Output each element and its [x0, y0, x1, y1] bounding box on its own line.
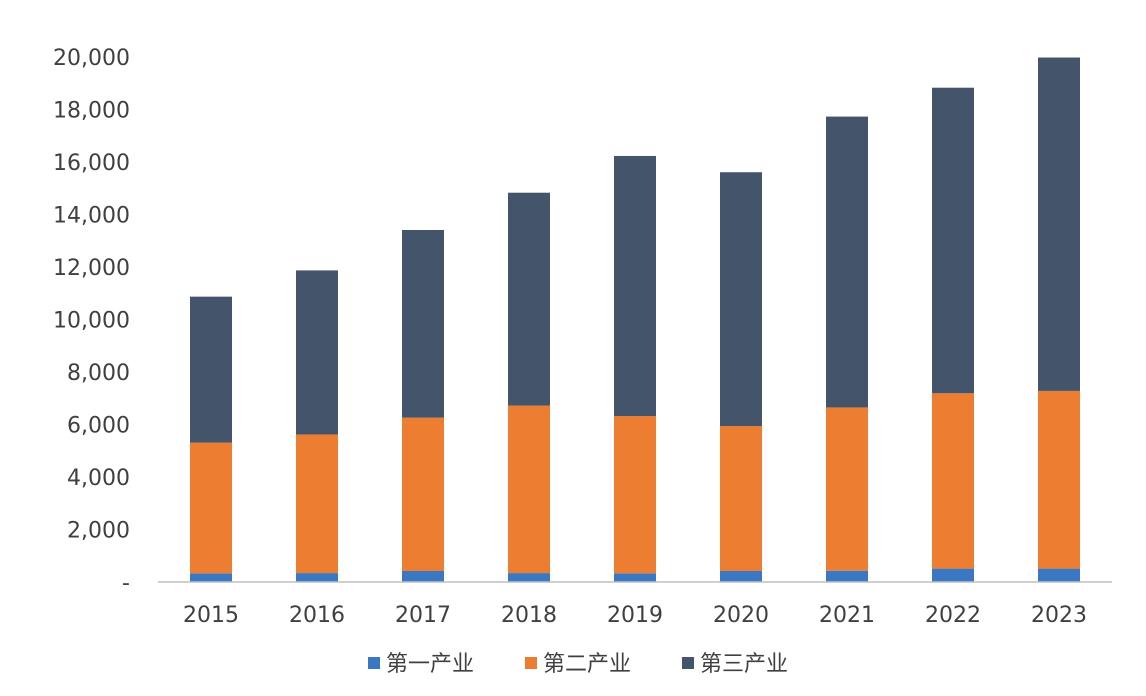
y-tick-label: 14,000	[53, 204, 130, 229]
legend-label: 第一产业	[386, 652, 474, 677]
x-tick-label: 2019	[607, 603, 663, 628]
bar-segment-2021-series-2	[826, 407, 868, 571]
bar-segment-2017-series-3	[402, 229, 444, 418]
x-tick-label: 2022	[925, 603, 981, 628]
bar-segment-2022-series-3	[932, 87, 974, 394]
bar-segment-2015-series-3	[190, 296, 232, 443]
bar-segment-2015-series-2	[190, 442, 232, 574]
y-tick-label: 12,000	[53, 256, 130, 281]
legend-label: 第三产业	[700, 652, 788, 677]
y-tick-label: 4,000	[67, 466, 130, 491]
bar-segment-2019-series-2	[614, 416, 656, 574]
x-tick-label: 2018	[501, 603, 557, 628]
x-tick-label: 2016	[289, 603, 345, 628]
x-tick-label: 2015	[183, 603, 239, 628]
bar-segment-2015-series-1	[190, 573, 232, 582]
bar-segment-2022-series-1	[932, 568, 974, 582]
bar-segment-2022-series-2	[932, 393, 974, 569]
bar-segment-2023-series-3	[1038, 57, 1080, 391]
bar-segment-2016-series-2	[296, 434, 338, 574]
bar-segment-2023-series-2	[1038, 390, 1080, 569]
y-tick-label: 20,000	[53, 46, 130, 71]
legend-swatch	[368, 657, 380, 669]
y-tick-label: 10,000	[53, 309, 130, 334]
x-tick-label: 2021	[819, 603, 875, 628]
x-tick-label: 2023	[1031, 603, 1087, 628]
y-axis: - 2,000 4,000 6,000 8,000 10,000 12,000 14,000 1…	[53, 46, 130, 596]
legend: 第一产业 第二产业 第三产业	[368, 652, 788, 677]
bar-segment-2021-series-1	[826, 570, 868, 582]
y-tick-label: 16,000	[53, 151, 130, 176]
bars	[190, 57, 1080, 582]
legend-swatch	[682, 657, 694, 669]
bar-segment-2020-series-3	[720, 172, 762, 427]
y-tick-label: 6,000	[67, 414, 130, 439]
y-tick-label: 2,000	[67, 519, 130, 544]
bar-segment-2018-series-2	[508, 405, 550, 574]
bar-segment-2017-series-1	[402, 570, 444, 582]
bar-segment-2018-series-1	[508, 573, 550, 582]
bar-segment-2021-series-3	[826, 116, 868, 408]
x-tick-label: 2020	[713, 603, 769, 628]
bar-segment-2017-series-2	[402, 417, 444, 571]
y-tick-label: 18,000	[53, 99, 130, 124]
x-axis: 2015 2016 2017 2018 2019 2020 2021 2022 2023	[183, 603, 1087, 628]
bar-segment-2023-series-1	[1038, 568, 1080, 582]
x-tick-label: 2017	[395, 603, 451, 628]
bar-segment-2018-series-3	[508, 192, 550, 406]
bar-segment-2016-series-3	[296, 270, 338, 435]
bar-segment-2016-series-1	[296, 573, 338, 582]
bar-segment-2019-series-3	[614, 155, 656, 417]
legend-swatch	[525, 657, 537, 669]
bar-segment-2020-series-1	[720, 570, 762, 582]
bar-segment-2020-series-2	[720, 426, 762, 571]
bar-segment-2019-series-1	[614, 573, 656, 582]
legend-label: 第二产业	[543, 652, 631, 677]
y-tick-label: 8,000	[67, 361, 130, 386]
y-tick-label: -	[122, 571, 130, 596]
